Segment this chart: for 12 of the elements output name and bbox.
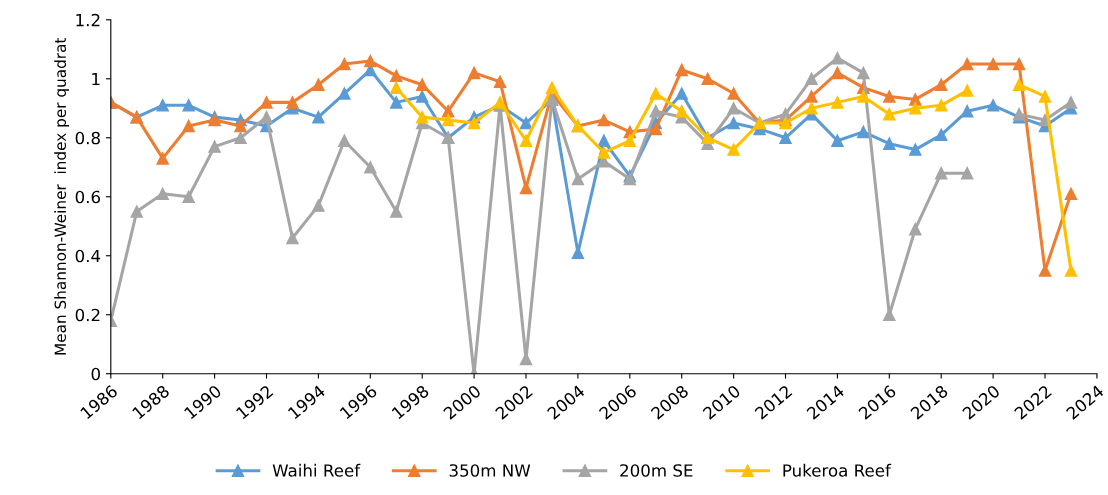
legend-label: Waihi Reef — [272, 463, 361, 477]
y-tick-label: 0 — [91, 367, 100, 381]
y-tick-label: 0.6 — [75, 190, 101, 204]
y-tick-label: 1.2 — [76, 13, 100, 27]
legend-label: 200m SE — [620, 464, 693, 477]
y-tick-label: 0.4 — [75, 249, 101, 263]
y-tick-label: 1 — [92, 72, 100, 86]
y-tick-label: 0.8 — [75, 131, 100, 145]
legend-label: Pukeroa Reef — [783, 463, 892, 477]
legend-label: 350m NW — [449, 464, 531, 477]
y-tick-label: 0.2 — [75, 308, 100, 322]
y-axis-title: Mean Shannon-Weiner index per quadrat — [54, 37, 70, 355]
